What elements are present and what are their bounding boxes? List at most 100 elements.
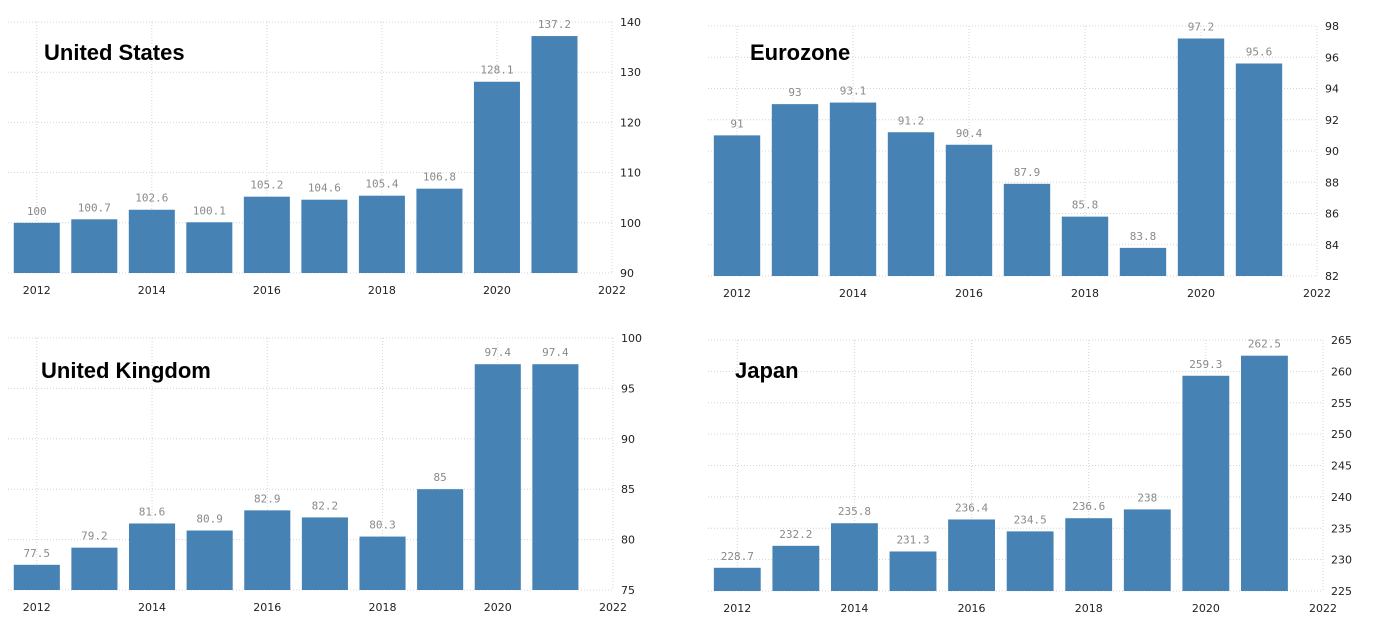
- bar-japan-2015: [889, 551, 937, 591]
- y-tick-label: 100: [621, 332, 642, 345]
- x-tick-label: 2018: [1075, 602, 1103, 615]
- y-tick-label: 230: [1331, 554, 1352, 567]
- bar-eurozone-2013: [771, 104, 819, 276]
- bar-japan-2021: [1241, 355, 1288, 591]
- data-label: 81.6: [139, 505, 166, 518]
- bar-united-states-2021: [531, 36, 578, 273]
- data-label: 97.4: [542, 346, 569, 359]
- x-tick-label: 2018: [1071, 287, 1099, 300]
- data-label: 83.8: [1130, 230, 1157, 243]
- bar-eurozone-2018: [1061, 216, 1109, 276]
- y-tick-label: 90: [1325, 145, 1339, 158]
- data-label: 231.3: [896, 533, 929, 546]
- x-tick-label: 2022: [1303, 287, 1331, 300]
- bar-eurozone-2017: [1003, 183, 1051, 276]
- chart-svg-united-kingdom: 75 80 85 90 95 100 2012 2014 2016 2018 2020 2022 77.…: [8, 332, 642, 614]
- y-tick-label: 94: [1325, 83, 1339, 96]
- x-tick-label: 2012: [23, 284, 51, 297]
- x-tick-label: 2016: [958, 602, 986, 615]
- data-label: 87.9: [1014, 166, 1041, 179]
- bar-united-kingdom-2020: [474, 364, 521, 590]
- chart-panel-united-states: 90 100 110 120 130 140 2012 2014 2016 2018 2020 202…: [0, 0, 660, 310]
- chart-svg-japan: 225 230 235 240 245 250 255 260 265 2012 2014 2016 2…: [708, 334, 1352, 615]
- bar-japan-2016: [948, 519, 995, 591]
- bar-united-states-2020: [473, 81, 520, 273]
- data-label: 93: [788, 86, 801, 99]
- x-tick-label: 2012: [723, 287, 751, 300]
- y-tick-label: 80: [621, 534, 635, 547]
- x-tick-label: 2020: [483, 284, 511, 297]
- data-label: 102.6: [135, 192, 168, 205]
- data-label: 236.4: [955, 501, 988, 514]
- bar-eurozone-2015: [887, 132, 935, 276]
- data-label: 100.7: [78, 201, 111, 214]
- data-label: 105.4: [365, 178, 398, 191]
- bar-united-states-2014: [128, 209, 175, 273]
- chart-panel-eurozone: 82 84 86 88 90 92 94 96 98 2012 2014 2016 2018 2020 20…: [700, 0, 1378, 310]
- x-tick-label: 2020: [1192, 602, 1220, 615]
- data-label: 93.1: [840, 85, 867, 98]
- data-label: 91: [730, 117, 743, 130]
- bar-eurozone-2020: [1177, 38, 1225, 276]
- bar-united-kingdom-2019: [417, 489, 464, 590]
- x-tick-label: 2012: [23, 601, 51, 614]
- data-label: 128.1: [480, 64, 513, 77]
- bar-japan-2017: [1006, 531, 1054, 591]
- data-label: 236.6: [1072, 500, 1105, 513]
- y-tick-label: 84: [1325, 239, 1339, 252]
- chart-title-united-states: United States: [44, 40, 185, 65]
- x-tick-label: 2014: [138, 284, 166, 297]
- data-label: 137.2: [538, 18, 571, 31]
- chart-svg-united-states: 90 100 110 120 130 140 2012 2014 2016 2018 2020 202…: [8, 16, 641, 297]
- data-label: 234.5: [1014, 513, 1047, 526]
- data-label: 100.1: [193, 204, 226, 217]
- data-label: 97.4: [485, 346, 512, 359]
- bar-japan-2012: [713, 567, 761, 591]
- bar-japan-2020: [1182, 375, 1230, 591]
- y-tick-label: 235: [1331, 522, 1352, 535]
- x-tick-label: 2022: [1309, 602, 1337, 615]
- data-label: 105.2: [250, 179, 283, 192]
- chart-title-japan: Japan: [735, 358, 799, 383]
- data-label: 106.8: [423, 171, 456, 184]
- bar-united-states-2012: [13, 222, 60, 273]
- y-tick-label: 245: [1331, 460, 1352, 473]
- bar-eurozone-2021: [1235, 63, 1283, 276]
- y-tick-label: 140: [620, 16, 641, 29]
- y-tick-label: 260: [1331, 365, 1352, 378]
- data-label: 97.2: [1188, 21, 1215, 34]
- bar-united-states-2019: [416, 188, 463, 273]
- x-tick-label: 2022: [599, 601, 627, 614]
- data-label: 79.2: [81, 530, 108, 543]
- data-label: 85.8: [1072, 199, 1099, 212]
- chart-panel-united-kingdom: 75 80 85 90 95 100 2012 2014 2016 2018 2020 2022 77.…: [0, 318, 660, 639]
- data-label: 80.9: [196, 513, 223, 526]
- bar-united-kingdom-2021: [532, 364, 579, 590]
- x-tick-label: 2018: [368, 284, 396, 297]
- data-label: 100: [27, 205, 47, 218]
- x-tick-label: 2016: [253, 601, 281, 614]
- data-label: 259.3: [1189, 358, 1222, 371]
- bar-united-kingdom-2017: [301, 517, 348, 590]
- y-tick-label: 96: [1325, 51, 1339, 64]
- data-label: 91.2: [898, 114, 925, 127]
- bar-united-states-2013: [71, 219, 118, 273]
- bar-eurozone-2014: [829, 102, 877, 276]
- x-tick-label: 2014: [840, 602, 868, 615]
- data-label: 95.6: [1246, 46, 1273, 59]
- y-tick-label: 120: [620, 116, 641, 129]
- data-label: 82.9: [254, 492, 281, 505]
- y-tick-label: 86: [1325, 208, 1339, 221]
- data-label: 238: [1137, 491, 1157, 504]
- y-tick-label: 75: [621, 584, 635, 597]
- x-tick-label: 2014: [138, 601, 166, 614]
- data-label: 235.8: [838, 505, 871, 518]
- bar-eurozone-2012: [713, 135, 761, 276]
- y-tick-label: 100: [620, 217, 641, 230]
- chart-panel-japan: 225 230 235 240 245 250 255 260 265 2012 2014 2016 2…: [700, 318, 1378, 639]
- y-tick-label: 225: [1331, 585, 1352, 598]
- bar-united-kingdom-2018: [359, 536, 406, 590]
- bar-japan-2018: [1065, 518, 1113, 591]
- data-label: 90.4: [956, 127, 983, 140]
- y-tick-label: 92: [1325, 114, 1339, 127]
